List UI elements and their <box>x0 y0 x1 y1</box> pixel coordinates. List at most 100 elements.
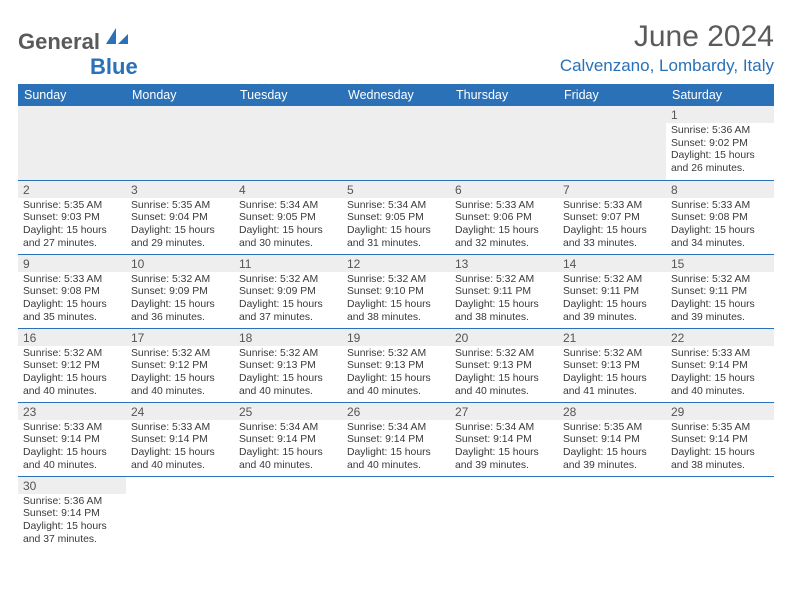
day-number: 24 <box>126 403 234 420</box>
weekday-header: Thursday <box>450 84 558 106</box>
calendar-row: 23Sunrise: 5:33 AMSunset: 9:14 PMDayligh… <box>18 402 774 476</box>
calendar-day-cell: 30Sunrise: 5:36 AMSunset: 9:14 PMDayligh… <box>18 476 126 550</box>
calendar-day-cell: 26Sunrise: 5:34 AMSunset: 9:14 PMDayligh… <box>342 402 450 476</box>
day-details: Sunrise: 5:34 AMSunset: 9:14 PMDaylight:… <box>342 420 450 476</box>
day-details: Sunrise: 5:32 AMSunset: 9:13 PMDaylight:… <box>558 346 666 402</box>
day-number: 27 <box>450 403 558 420</box>
day-number: 6 <box>450 181 558 198</box>
day-number: 28 <box>558 403 666 420</box>
title-block: June 2024 Calvenzano, Lombardy, Italy <box>560 20 774 76</box>
calendar-day-cell: 28Sunrise: 5:35 AMSunset: 9:14 PMDayligh… <box>558 402 666 476</box>
day-number: 12 <box>342 255 450 272</box>
weekday-header: Saturday <box>666 84 774 106</box>
day-number: 14 <box>558 255 666 272</box>
calendar-day-cell: 16Sunrise: 5:32 AMSunset: 9:12 PMDayligh… <box>18 328 126 402</box>
calendar-row: 9Sunrise: 5:33 AMSunset: 9:08 PMDaylight… <box>18 254 774 328</box>
calendar-empty-cell <box>234 106 342 180</box>
day-details: Sunrise: 5:35 AMSunset: 9:14 PMDaylight:… <box>558 420 666 476</box>
weekday-header: Friday <box>558 84 666 106</box>
weekday-header-row: Sunday Monday Tuesday Wednesday Thursday… <box>18 84 774 106</box>
day-details: Sunrise: 5:32 AMSunset: 9:10 PMDaylight:… <box>342 272 450 328</box>
calendar-day-cell: 23Sunrise: 5:33 AMSunset: 9:14 PMDayligh… <box>18 402 126 476</box>
calendar-day-cell: 11Sunrise: 5:32 AMSunset: 9:09 PMDayligh… <box>234 254 342 328</box>
calendar-day-cell: 18Sunrise: 5:32 AMSunset: 9:13 PMDayligh… <box>234 328 342 402</box>
calendar-day-cell: 1Sunrise: 5:36 AMSunset: 9:02 PMDaylight… <box>666 106 774 180</box>
calendar-table: Sunday Monday Tuesday Wednesday Thursday… <box>18 84 774 550</box>
calendar-day-cell: 20Sunrise: 5:32 AMSunset: 9:13 PMDayligh… <box>450 328 558 402</box>
day-number: 17 <box>126 329 234 346</box>
day-details: Sunrise: 5:33 AMSunset: 9:14 PMDaylight:… <box>666 346 774 402</box>
day-number: 7 <box>558 181 666 198</box>
day-details: Sunrise: 5:32 AMSunset: 9:11 PMDaylight:… <box>450 272 558 328</box>
logo-sail-icon <box>104 26 130 51</box>
calendar-row: 2Sunrise: 5:35 AMSunset: 9:03 PMDaylight… <box>18 180 774 254</box>
calendar-day-cell: 29Sunrise: 5:35 AMSunset: 9:14 PMDayligh… <box>666 402 774 476</box>
calendar-day-cell: 5Sunrise: 5:34 AMSunset: 9:05 PMDaylight… <box>342 180 450 254</box>
calendar-day-cell: 19Sunrise: 5:32 AMSunset: 9:13 PMDayligh… <box>342 328 450 402</box>
day-details: Sunrise: 5:33 AMSunset: 9:08 PMDaylight:… <box>18 272 126 328</box>
day-number: 15 <box>666 255 774 272</box>
day-number: 11 <box>234 255 342 272</box>
day-number: 1 <box>666 106 774 123</box>
calendar-day-cell: 21Sunrise: 5:32 AMSunset: 9:13 PMDayligh… <box>558 328 666 402</box>
day-number: 5 <box>342 181 450 198</box>
day-details: Sunrise: 5:35 AMSunset: 9:14 PMDaylight:… <box>666 420 774 476</box>
day-details: Sunrise: 5:35 AMSunset: 9:04 PMDaylight:… <box>126 198 234 254</box>
calendar-empty-cell <box>126 106 234 180</box>
calendar-empty-cell <box>234 476 342 550</box>
calendar-day-cell: 15Sunrise: 5:32 AMSunset: 9:11 PMDayligh… <box>666 254 774 328</box>
day-details: Sunrise: 5:34 AMSunset: 9:14 PMDaylight:… <box>234 420 342 476</box>
day-details: Sunrise: 5:36 AMSunset: 9:02 PMDaylight:… <box>666 123 774 179</box>
calendar-day-cell: 22Sunrise: 5:33 AMSunset: 9:14 PMDayligh… <box>666 328 774 402</box>
calendar-day-cell: 7Sunrise: 5:33 AMSunset: 9:07 PMDaylight… <box>558 180 666 254</box>
calendar-day-cell: 25Sunrise: 5:34 AMSunset: 9:14 PMDayligh… <box>234 402 342 476</box>
calendar-empty-cell <box>450 106 558 180</box>
location-subtitle: Calvenzano, Lombardy, Italy <box>560 56 774 76</box>
day-details: Sunrise: 5:32 AMSunset: 9:13 PMDaylight:… <box>342 346 450 402</box>
day-number: 3 <box>126 181 234 198</box>
day-number: 20 <box>450 329 558 346</box>
day-number: 16 <box>18 329 126 346</box>
calendar-day-cell: 10Sunrise: 5:32 AMSunset: 9:09 PMDayligh… <box>126 254 234 328</box>
day-number: 18 <box>234 329 342 346</box>
day-details: Sunrise: 5:32 AMSunset: 9:11 PMDaylight:… <box>558 272 666 328</box>
calendar-row: 16Sunrise: 5:32 AMSunset: 9:12 PMDayligh… <box>18 328 774 402</box>
day-number: 19 <box>342 329 450 346</box>
weekday-header: Tuesday <box>234 84 342 106</box>
day-details: Sunrise: 5:32 AMSunset: 9:09 PMDaylight:… <box>234 272 342 328</box>
day-number: 10 <box>126 255 234 272</box>
calendar-day-cell: 24Sunrise: 5:33 AMSunset: 9:14 PMDayligh… <box>126 402 234 476</box>
weekday-header: Wednesday <box>342 84 450 106</box>
calendar-day-cell: 14Sunrise: 5:32 AMSunset: 9:11 PMDayligh… <box>558 254 666 328</box>
day-details: Sunrise: 5:34 AMSunset: 9:05 PMDaylight:… <box>342 198 450 254</box>
calendar-empty-cell <box>342 106 450 180</box>
logo-text-blue: Blue <box>90 54 138 80</box>
day-number: 22 <box>666 329 774 346</box>
day-details: Sunrise: 5:34 AMSunset: 9:14 PMDaylight:… <box>450 420 558 476</box>
day-details: Sunrise: 5:32 AMSunset: 9:12 PMDaylight:… <box>126 346 234 402</box>
day-details: Sunrise: 5:33 AMSunset: 9:06 PMDaylight:… <box>450 198 558 254</box>
day-number: 13 <box>450 255 558 272</box>
calendar-day-cell: 4Sunrise: 5:34 AMSunset: 9:05 PMDaylight… <box>234 180 342 254</box>
calendar-day-cell: 27Sunrise: 5:34 AMSunset: 9:14 PMDayligh… <box>450 402 558 476</box>
calendar-day-cell: 17Sunrise: 5:32 AMSunset: 9:12 PMDayligh… <box>126 328 234 402</box>
day-details: Sunrise: 5:33 AMSunset: 9:14 PMDaylight:… <box>18 420 126 476</box>
day-number: 21 <box>558 329 666 346</box>
calendar-body: 1Sunrise: 5:36 AMSunset: 9:02 PMDaylight… <box>18 106 774 550</box>
weekday-header: Sunday <box>18 84 126 106</box>
calendar-day-cell: 8Sunrise: 5:33 AMSunset: 9:08 PMDaylight… <box>666 180 774 254</box>
calendar-day-cell: 3Sunrise: 5:35 AMSunset: 9:04 PMDaylight… <box>126 180 234 254</box>
calendar-empty-cell <box>126 476 234 550</box>
day-details: Sunrise: 5:32 AMSunset: 9:09 PMDaylight:… <box>126 272 234 328</box>
day-details: Sunrise: 5:35 AMSunset: 9:03 PMDaylight:… <box>18 198 126 254</box>
calendar-empty-cell <box>342 476 450 550</box>
day-number: 2 <box>18 181 126 198</box>
day-details: Sunrise: 5:32 AMSunset: 9:12 PMDaylight:… <box>18 346 126 402</box>
day-details: Sunrise: 5:32 AMSunset: 9:13 PMDaylight:… <box>234 346 342 402</box>
day-number: 9 <box>18 255 126 272</box>
day-details: Sunrise: 5:36 AMSunset: 9:14 PMDaylight:… <box>18 494 126 550</box>
day-details: Sunrise: 5:32 AMSunset: 9:11 PMDaylight:… <box>666 272 774 328</box>
calendar-empty-cell <box>666 476 774 550</box>
day-number: 29 <box>666 403 774 420</box>
day-details: Sunrise: 5:34 AMSunset: 9:05 PMDaylight:… <box>234 198 342 254</box>
